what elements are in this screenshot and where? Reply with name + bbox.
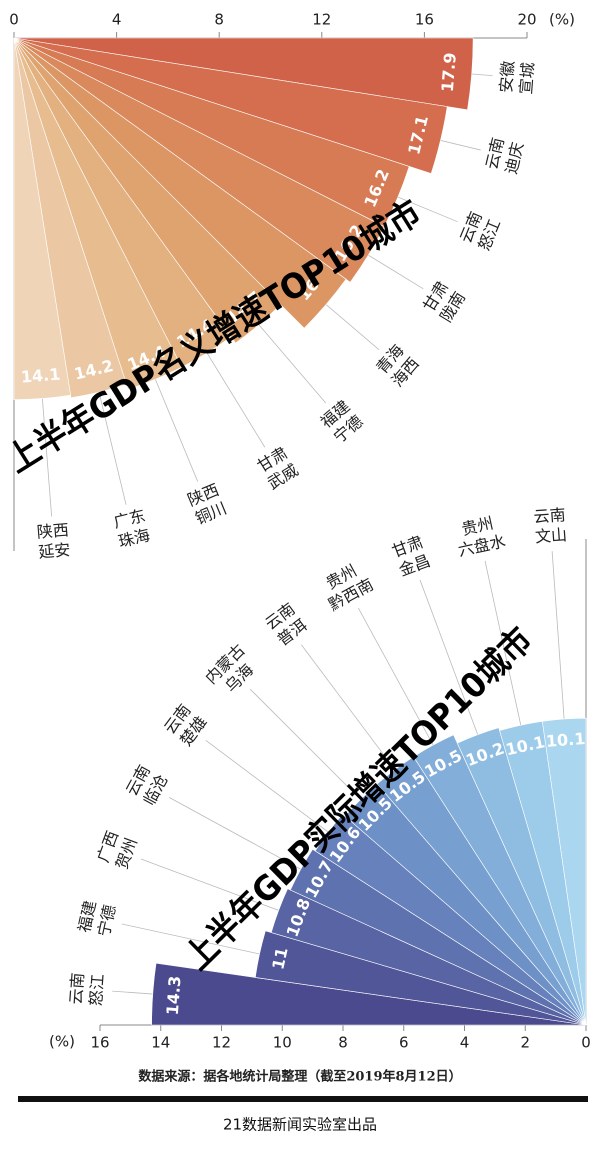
r-tick-label: 0 bbox=[581, 1034, 591, 1052]
r-tick-label: 6 bbox=[399, 1034, 409, 1052]
value-label: 10.1 bbox=[545, 729, 586, 751]
wedge bbox=[289, 848, 587, 1026]
category-text: 陕西延安 bbox=[36, 520, 71, 561]
category-label: 甘肃武威 bbox=[254, 443, 302, 493]
category-label: 福建宁德 bbox=[316, 396, 366, 446]
category-label: 云南怒江 bbox=[455, 209, 503, 254]
r-tick-label: 16 bbox=[415, 11, 434, 29]
category-label: 陕西铜川 bbox=[185, 479, 230, 527]
unit-label: (%) bbox=[49, 1033, 75, 1051]
category-text: 福建宁德 bbox=[316, 396, 366, 446]
category-label: 甘肃陇南 bbox=[419, 278, 469, 326]
category-text: 甘肃陇南 bbox=[419, 278, 469, 326]
category-text: 云南普洱 bbox=[261, 599, 310, 649]
category-text: 贵州六盘水 bbox=[452, 511, 507, 559]
wedge bbox=[542, 717, 587, 1026]
value-label: 14.3 bbox=[163, 975, 185, 1016]
wedge bbox=[254, 930, 587, 1026]
wedge bbox=[13, 37, 347, 329]
wedge bbox=[13, 37, 127, 399]
divider bbox=[18, 1096, 588, 1102]
category-text: 云南迪庆 bbox=[481, 136, 526, 176]
wedge bbox=[13, 37, 183, 390]
category-label: 陕西延安 bbox=[36, 520, 71, 561]
wedge bbox=[13, 37, 385, 283]
category-label: 广西贺州 bbox=[93, 828, 141, 872]
category-label: 云南普洱 bbox=[261, 599, 310, 649]
category-line: 安徽 bbox=[496, 60, 517, 93]
r-tick-label: 8 bbox=[338, 1034, 348, 1052]
unit-label: (%) bbox=[549, 11, 575, 29]
category-label: 贵州六盘水 bbox=[452, 511, 507, 560]
category-label: 广东珠海 bbox=[112, 505, 152, 550]
category-line: 延安 bbox=[38, 540, 71, 561]
category-text: 青海海西 bbox=[372, 340, 422, 390]
category-label: 云南迪庆 bbox=[481, 136, 526, 176]
wedge bbox=[13, 37, 71, 400]
wedge bbox=[270, 888, 587, 1026]
source-note: 数据来源：据各地统计局整理（截至2019年8月12日） bbox=[138, 1069, 461, 1085]
wedge bbox=[413, 734, 587, 1026]
r-tick-label: 20 bbox=[517, 11, 536, 29]
r-tick-label: 4 bbox=[460, 1034, 470, 1052]
category-line: 文山 bbox=[534, 525, 567, 546]
category-label: 福建宁德 bbox=[74, 899, 119, 939]
r-tick-label: 2 bbox=[520, 1034, 530, 1052]
r-tick-label: 16 bbox=[90, 1034, 109, 1052]
category-text: 福建宁德 bbox=[74, 899, 119, 939]
category-line: 云南 bbox=[66, 972, 87, 1005]
category-text: 云南怒江 bbox=[66, 972, 107, 1007]
category-text: 贵州黔西南 bbox=[315, 557, 376, 614]
r-tick-label: 12 bbox=[212, 1034, 231, 1052]
value-label: 17.9 bbox=[438, 52, 460, 93]
category-label: 安徽宣城 bbox=[496, 60, 537, 95]
category-label: 云南文山 bbox=[533, 505, 568, 546]
category-line: 宣城 bbox=[516, 62, 537, 95]
category-line: 陕西 bbox=[36, 520, 69, 541]
category-line: 怒江 bbox=[86, 973, 107, 1006]
r-tick-label: 0 bbox=[9, 11, 19, 29]
wedge bbox=[314, 813, 587, 1026]
r-tick-label: 4 bbox=[112, 11, 122, 29]
category-text: 安徽宣城 bbox=[496, 60, 537, 95]
category-line: 云南 bbox=[533, 505, 566, 526]
category-text: 云南怒江 bbox=[455, 209, 503, 254]
value-label: 11 bbox=[268, 946, 291, 972]
r-tick-label: 10 bbox=[273, 1034, 292, 1052]
category-text: 云南文山 bbox=[533, 505, 568, 546]
category-label: 青海海西 bbox=[372, 340, 422, 390]
r-tick-label: 12 bbox=[312, 11, 331, 29]
category-text: 云南临沧 bbox=[121, 762, 171, 809]
wedge bbox=[13, 37, 282, 344]
category-text: 云南楚雄 bbox=[160, 700, 210, 749]
wedge bbox=[456, 727, 587, 1026]
category-label: 云南怒江 bbox=[66, 972, 107, 1007]
wedge bbox=[13, 37, 448, 174]
category-label: 云南楚雄 bbox=[160, 700, 210, 749]
category-label: 云南临沧 bbox=[121, 762, 171, 809]
r-tick-label: 8 bbox=[214, 11, 224, 29]
category-text: 陕西铜川 bbox=[185, 479, 230, 527]
r-tick-label: 14 bbox=[151, 1034, 170, 1052]
category-text: 广西贺州 bbox=[93, 828, 141, 872]
category-label: 贵州黔西南 bbox=[315, 557, 377, 614]
value-label: 14.1 bbox=[20, 365, 61, 387]
category-text: 广东珠海 bbox=[112, 505, 152, 550]
category-text: 甘肃金昌 bbox=[389, 532, 433, 580]
category-label: 甘肃金昌 bbox=[389, 532, 433, 580]
category-text: 甘肃武威 bbox=[254, 443, 302, 493]
credit: 21数据新闻实验室出品 bbox=[223, 1116, 377, 1134]
